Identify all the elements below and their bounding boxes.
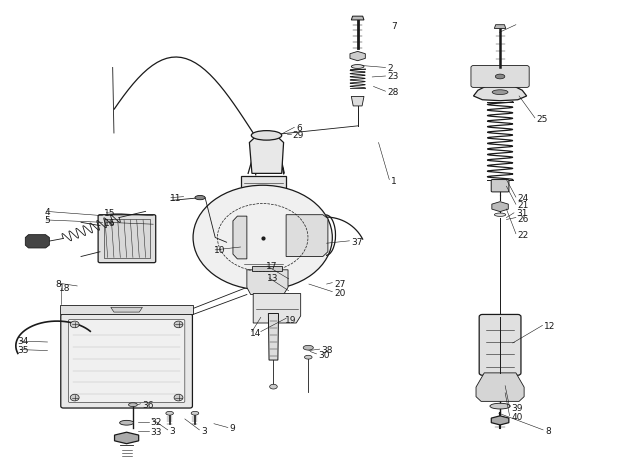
Text: 23: 23 bbox=[387, 73, 399, 81]
Polygon shape bbox=[247, 270, 288, 294]
Circle shape bbox=[70, 394, 79, 401]
Text: 6: 6 bbox=[296, 124, 302, 133]
Polygon shape bbox=[351, 96, 364, 106]
Polygon shape bbox=[252, 266, 282, 271]
Text: 40: 40 bbox=[511, 413, 523, 421]
Polygon shape bbox=[350, 51, 365, 61]
Circle shape bbox=[174, 394, 183, 401]
FancyBboxPatch shape bbox=[68, 320, 185, 402]
Polygon shape bbox=[253, 294, 301, 323]
Text: 34: 34 bbox=[18, 338, 29, 346]
Polygon shape bbox=[233, 216, 247, 259]
Text: 8: 8 bbox=[546, 427, 551, 436]
Text: 10: 10 bbox=[214, 247, 225, 255]
Polygon shape bbox=[115, 432, 139, 444]
Text: 35: 35 bbox=[18, 346, 29, 355]
Text: 24: 24 bbox=[518, 194, 529, 202]
Text: 5: 5 bbox=[44, 217, 50, 225]
Polygon shape bbox=[249, 135, 284, 173]
Polygon shape bbox=[494, 25, 506, 28]
Polygon shape bbox=[351, 16, 364, 20]
Polygon shape bbox=[241, 176, 286, 271]
Text: 14: 14 bbox=[250, 329, 261, 338]
Text: 8: 8 bbox=[56, 280, 61, 288]
Text: 11: 11 bbox=[170, 194, 181, 203]
Text: 13: 13 bbox=[267, 275, 279, 283]
Text: 38: 38 bbox=[322, 346, 333, 354]
Text: 9: 9 bbox=[230, 425, 235, 433]
Text: 19: 19 bbox=[285, 316, 296, 324]
Text: 2: 2 bbox=[387, 65, 393, 73]
Text: 18: 18 bbox=[59, 285, 70, 293]
Ellipse shape bbox=[494, 213, 506, 217]
Text: 7: 7 bbox=[391, 22, 397, 30]
Polygon shape bbox=[492, 202, 508, 212]
Polygon shape bbox=[268, 314, 279, 360]
FancyBboxPatch shape bbox=[98, 215, 156, 263]
Text: 39: 39 bbox=[511, 404, 523, 413]
Ellipse shape bbox=[492, 90, 508, 95]
Text: 27: 27 bbox=[334, 280, 346, 288]
Ellipse shape bbox=[128, 403, 137, 407]
Polygon shape bbox=[25, 235, 49, 248]
Ellipse shape bbox=[166, 411, 173, 415]
Ellipse shape bbox=[251, 131, 282, 140]
FancyBboxPatch shape bbox=[479, 314, 521, 375]
Circle shape bbox=[70, 321, 79, 328]
Ellipse shape bbox=[195, 196, 205, 200]
Ellipse shape bbox=[303, 345, 313, 350]
Text: 21: 21 bbox=[518, 201, 529, 209]
Ellipse shape bbox=[270, 384, 277, 389]
Text: 32: 32 bbox=[151, 418, 162, 427]
Circle shape bbox=[193, 185, 332, 290]
Polygon shape bbox=[476, 373, 524, 401]
Text: 12: 12 bbox=[544, 323, 556, 331]
Polygon shape bbox=[60, 305, 193, 314]
Text: 31: 31 bbox=[516, 209, 527, 218]
Text: 26: 26 bbox=[518, 215, 529, 224]
Text: 1: 1 bbox=[391, 177, 397, 186]
Circle shape bbox=[174, 321, 183, 328]
Text: 37: 37 bbox=[351, 238, 363, 247]
Text: 15: 15 bbox=[104, 209, 116, 218]
Text: 33: 33 bbox=[151, 428, 162, 437]
Ellipse shape bbox=[495, 74, 505, 79]
Text: 3: 3 bbox=[170, 427, 175, 436]
FancyBboxPatch shape bbox=[471, 66, 529, 87]
Polygon shape bbox=[491, 416, 509, 425]
Text: 22: 22 bbox=[518, 231, 529, 239]
Ellipse shape bbox=[120, 420, 134, 425]
Text: 3: 3 bbox=[201, 427, 207, 436]
Text: 17: 17 bbox=[266, 263, 277, 271]
FancyBboxPatch shape bbox=[104, 219, 150, 258]
Polygon shape bbox=[111, 307, 142, 312]
Ellipse shape bbox=[351, 65, 364, 68]
Text: 36: 36 bbox=[142, 401, 154, 409]
Text: 16: 16 bbox=[104, 219, 116, 228]
Ellipse shape bbox=[191, 411, 199, 415]
Polygon shape bbox=[473, 85, 527, 101]
Ellipse shape bbox=[490, 403, 510, 409]
FancyBboxPatch shape bbox=[491, 180, 509, 192]
Polygon shape bbox=[286, 215, 328, 256]
Text: 29: 29 bbox=[292, 131, 304, 140]
Ellipse shape bbox=[304, 355, 312, 359]
Text: 20: 20 bbox=[334, 289, 346, 297]
FancyBboxPatch shape bbox=[61, 314, 192, 408]
Text: 28: 28 bbox=[387, 88, 399, 96]
Text: 4: 4 bbox=[44, 208, 50, 217]
Text: 30: 30 bbox=[318, 351, 330, 360]
Text: 25: 25 bbox=[537, 115, 548, 124]
